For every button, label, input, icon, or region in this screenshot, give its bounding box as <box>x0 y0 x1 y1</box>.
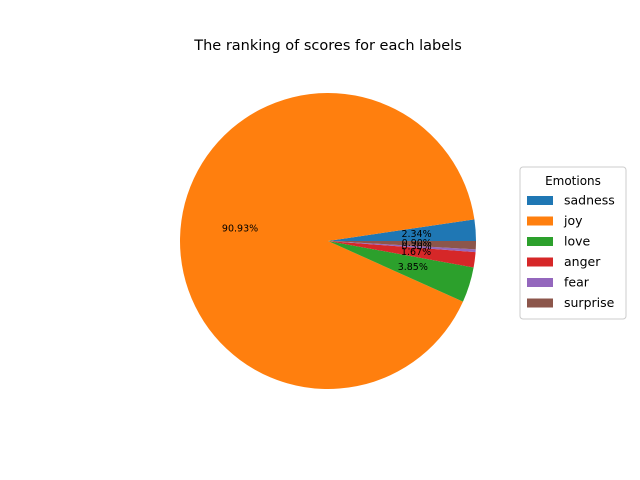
pct-label-sadness: 2.34% <box>401 229 431 240</box>
pie-slice-anger <box>328 241 476 268</box>
legend: Emotions sadness joy love anger fear surprise <box>519 166 627 320</box>
legend-label-sadness: sadness <box>564 193 615 208</box>
pct-label-love: 3.85% <box>398 262 428 273</box>
pct-label-joy: 90.93% <box>222 223 258 234</box>
chart-title: The ranking of scores for each labels <box>193 38 462 54</box>
pct-label-fear: 0.30% <box>402 241 432 252</box>
pie-slice-sadness <box>328 219 476 241</box>
legend-label-fear: fear <box>564 275 590 290</box>
pie-slices <box>180 93 476 390</box>
legend-title: Emotions <box>545 174 601 188</box>
pie-slice-fear <box>328 241 476 253</box>
legend-swatch-sadness <box>527 196 553 205</box>
pie-slice-surprise <box>328 241 476 250</box>
legend-label-surprise: surprise <box>564 295 615 310</box>
legend-label-anger: anger <box>564 254 601 269</box>
pct-label-surprise: 0.90% <box>402 238 432 249</box>
legend-swatch-joy <box>527 216 553 226</box>
legend-label-love: love <box>564 234 591 249</box>
legend-swatch-fear <box>527 278 553 287</box>
legend-items: sadness joy love anger fear surprise <box>527 193 615 310</box>
legend-swatch-anger <box>527 257 553 267</box>
slice-percentage-labels: 2.34% 90.93% 3.85% 1.67%0.30%0.90% <box>222 223 432 273</box>
pie-slice-joy <box>180 93 475 390</box>
pie-slice-love <box>328 241 474 302</box>
legend-label-joy: joy <box>563 213 583 228</box>
legend-swatch-love <box>527 237 553 246</box>
legend-swatch-surprise <box>527 298 553 308</box>
pct-label-anger: 1.67% <box>401 247 431 258</box>
